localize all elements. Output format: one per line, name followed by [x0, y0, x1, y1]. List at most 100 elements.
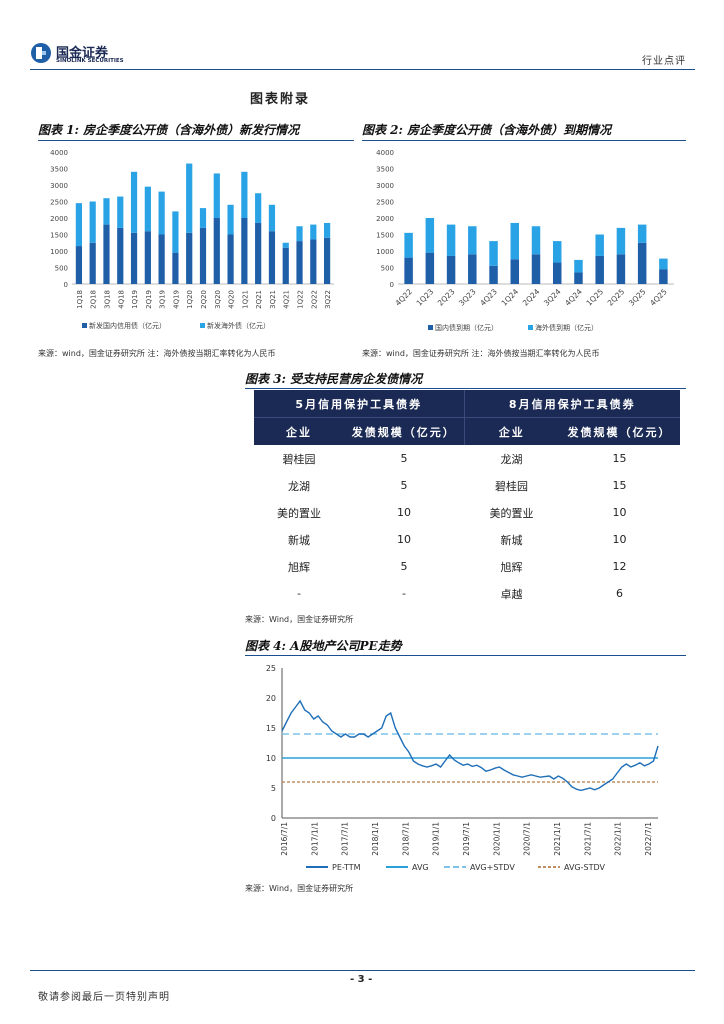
table-row: 旭辉 5 旭辉 12 [254, 553, 680, 580]
company-cell: - [297, 587, 301, 600]
bar-domestic [241, 218, 248, 284]
legend-swatch [200, 323, 205, 328]
fig3-source: 来源：Wind，国金证券研究所 [245, 615, 354, 624]
x-tick-label: 3Q24 [542, 287, 563, 308]
fig2-rule [362, 140, 686, 141]
bar-overseas [489, 241, 498, 266]
x-tick-label: 2Q21 [255, 290, 263, 309]
fig4-svg: 0 5 10 15 20 25 2016/7/1 2017/1/1 2017/7/1 2018/1… [266, 664, 659, 872]
x-tick-label: 1Q21 [241, 290, 249, 309]
scale-cell: 5 [400, 479, 408, 492]
table-row: - - 卓越 6 [254, 580, 680, 607]
y-tick-label: 4000 [50, 149, 68, 157]
pe-ttm-line [281, 699, 659, 792]
x-tick-label: 4Q22 [393, 287, 414, 308]
bar-overseas [446, 224, 456, 256]
table-row: 龙湖 5 碧桂园 15 [254, 472, 680, 499]
logo-en: SINOLINK SECURITIES [56, 58, 124, 64]
fig1-rule [38, 140, 354, 141]
bar-domestic [186, 232, 193, 284]
scale-cell: 10 [612, 533, 627, 546]
scale-cell: 15 [612, 479, 627, 492]
fig4-chart: 0 5 10 15 20 25 2016/7/1 2017/1/1 2017/7/1 2018/1… [250, 658, 680, 878]
fig4-source: 来源：Wind，国金证券研究所 [245, 884, 354, 893]
x-tick-label: 2018/1/1 [371, 822, 380, 856]
legend-label: 国内债到期（亿元） [435, 323, 498, 332]
y-tick-label: 10 [266, 754, 276, 763]
table-group-header: 5月信用保护工具债券 8月信用保护工具债券 [254, 390, 680, 418]
bar-overseas [310, 224, 317, 240]
bar-overseas [659, 258, 668, 270]
bar-overseas [268, 204, 276, 232]
bar-overseas [199, 208, 207, 228]
company-cell: 新城 [288, 533, 310, 547]
bar-overseas [282, 242, 289, 248]
scale-cell: - [402, 587, 406, 600]
bar-overseas [404, 232, 413, 258]
fig1-source: 来源：wind，国金证券研究所 注：海外债按当期汇率转化为人民币 [38, 349, 276, 358]
x-tick-label: 2Q18 [90, 290, 98, 309]
bar-domestic [574, 272, 583, 284]
bar-overseas [158, 191, 165, 235]
bar-overseas [255, 193, 262, 223]
company-cell: 龙湖 [500, 452, 523, 466]
legend-label: AVG+STDV [470, 863, 515, 872]
company-cell: 碧桂园 [495, 479, 528, 493]
bar-domestic [489, 265, 498, 284]
logo-cn: 国金证券 [56, 46, 109, 61]
bar-domestic [199, 227, 207, 284]
bar-overseas [103, 198, 110, 225]
x-tick-label: 2021/1/1 [553, 822, 562, 856]
y-tick-label: 1000 [376, 248, 394, 256]
bar-domestic [510, 259, 520, 284]
company-cell: 卓越 [500, 587, 523, 601]
footer-disclaimer: 敬请参阅最后一页特别声明 [38, 992, 170, 1003]
y-tick-label: 3500 [50, 166, 68, 174]
y-tick-label: 3500 [376, 166, 394, 174]
x-tick-label: 1Q23 [415, 287, 436, 308]
legend-label: 海外债到期（亿元） [535, 323, 598, 332]
page-number: - 3 - [350, 974, 373, 985]
header-rule [30, 69, 695, 70]
fig1-title: 图表 1: 房企季度公开债（含海外债）新发行情况 [38, 123, 300, 137]
x-tick-label: 1Q20 [186, 290, 194, 309]
bar-overseas [186, 163, 193, 233]
y-tick-label: 4000 [376, 149, 394, 157]
bar-domestic [310, 239, 317, 284]
x-tick-label: 2017/1/1 [310, 822, 319, 856]
bar-domestic [404, 257, 413, 284]
bar-overseas [172, 211, 179, 253]
y-tick-label: 2500 [376, 199, 394, 207]
y-tick-label: 0 [64, 281, 68, 289]
bar-overseas [89, 201, 96, 243]
legend-label: 新发海外债（亿元） [207, 321, 270, 330]
bar-overseas [324, 222, 331, 238]
legend-label: 新发国内信用债（亿元） [89, 321, 166, 330]
x-tick-label: 4Q23 [478, 287, 499, 308]
x-tick-label: 1Q19 [131, 290, 139, 309]
fig2-title: 图表 2: 房企季度公开债（含海外债）到期情况 [362, 123, 612, 137]
col-company-1: 企业 [254, 417, 344, 445]
bar-domestic [595, 255, 604, 284]
x-tick-label: 4Q18 [117, 290, 125, 309]
legend-label: AVG-STDV [564, 863, 606, 872]
bar-overseas [574, 259, 583, 273]
group2-header: 8月信用保护工具债券 [463, 390, 680, 418]
bar-domestic [282, 247, 289, 284]
fig3-table: 5月信用保护工具债券 8月信用保护工具债券 企业 发债规模（亿元） 企业 发债规… [254, 390, 680, 607]
bar-overseas [595, 234, 604, 256]
scale-cell: 10 [397, 533, 411, 546]
x-tick-label: 1Q25 [584, 287, 605, 308]
bar-overseas [296, 226, 303, 242]
bar-domestic [227, 234, 234, 284]
bar-domestic [296, 241, 303, 284]
fig1-chart: 0 500 1000 1500 2000 2500 3000 3500 4000 1Q18 2Q18… [44, 142, 339, 340]
scale-cell: 12 [612, 560, 627, 573]
x-tick-label: 2Q19 [145, 290, 153, 309]
fig4-rule [245, 655, 686, 656]
x-tick-label: 2Q22 [310, 290, 318, 309]
scale-cell: 5 [400, 452, 408, 465]
x-tick-label: 2019/1/1 [432, 822, 441, 856]
bar-overseas [637, 224, 647, 243]
bar-domestic [616, 254, 626, 284]
